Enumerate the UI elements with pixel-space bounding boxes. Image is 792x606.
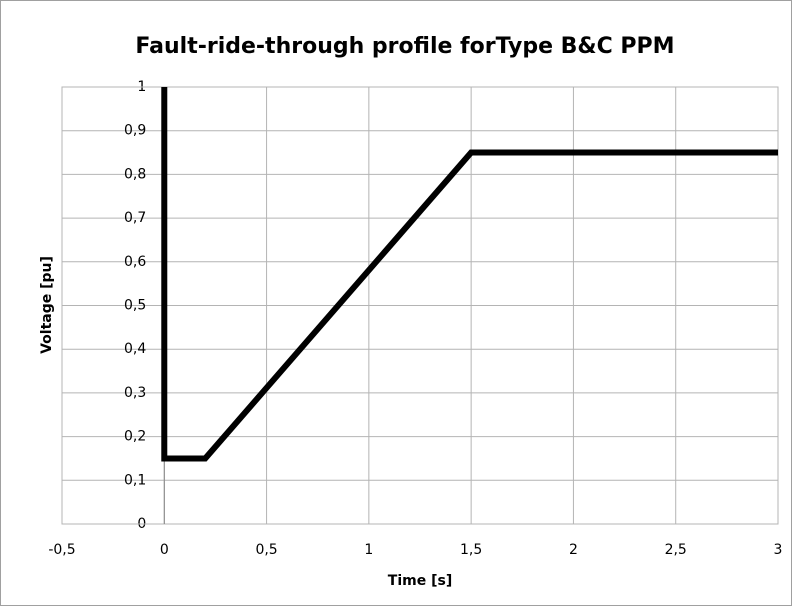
y-tick-label: 0,2 [124, 429, 146, 445]
x-tick-label: 2,5 [665, 542, 687, 558]
y-tick-label: 0,8 [124, 166, 146, 182]
x-tick-label: -0,5 [48, 542, 75, 558]
y-tick-label: 0,4 [124, 341, 146, 357]
x-tick-label: 0 [160, 542, 169, 558]
x-tick-label: 0,5 [255, 542, 277, 558]
x-tick-label: 1 [364, 542, 373, 558]
y-tick-label: 0,9 [124, 123, 146, 139]
x-tick-label: 2 [569, 542, 578, 558]
data-line [161, 87, 778, 462]
y-tick-label: 0,1 [124, 472, 146, 488]
y-tick-label: 0,7 [124, 210, 146, 226]
y-tick-label: 0,5 [124, 298, 146, 314]
chart-title: Fault-ride-through profile forType B&C P… [135, 34, 674, 59]
y-tick-label: 0,6 [124, 254, 146, 270]
x-tick-label: 1,5 [460, 542, 482, 558]
plot-border [61, 86, 779, 525]
y-tick-label: 0,3 [124, 385, 146, 401]
x-tick-label: 3 [774, 542, 783, 558]
y-axis-label: Voltage [pu] [39, 256, 55, 354]
x-axis-label: Time [s] [388, 573, 452, 589]
